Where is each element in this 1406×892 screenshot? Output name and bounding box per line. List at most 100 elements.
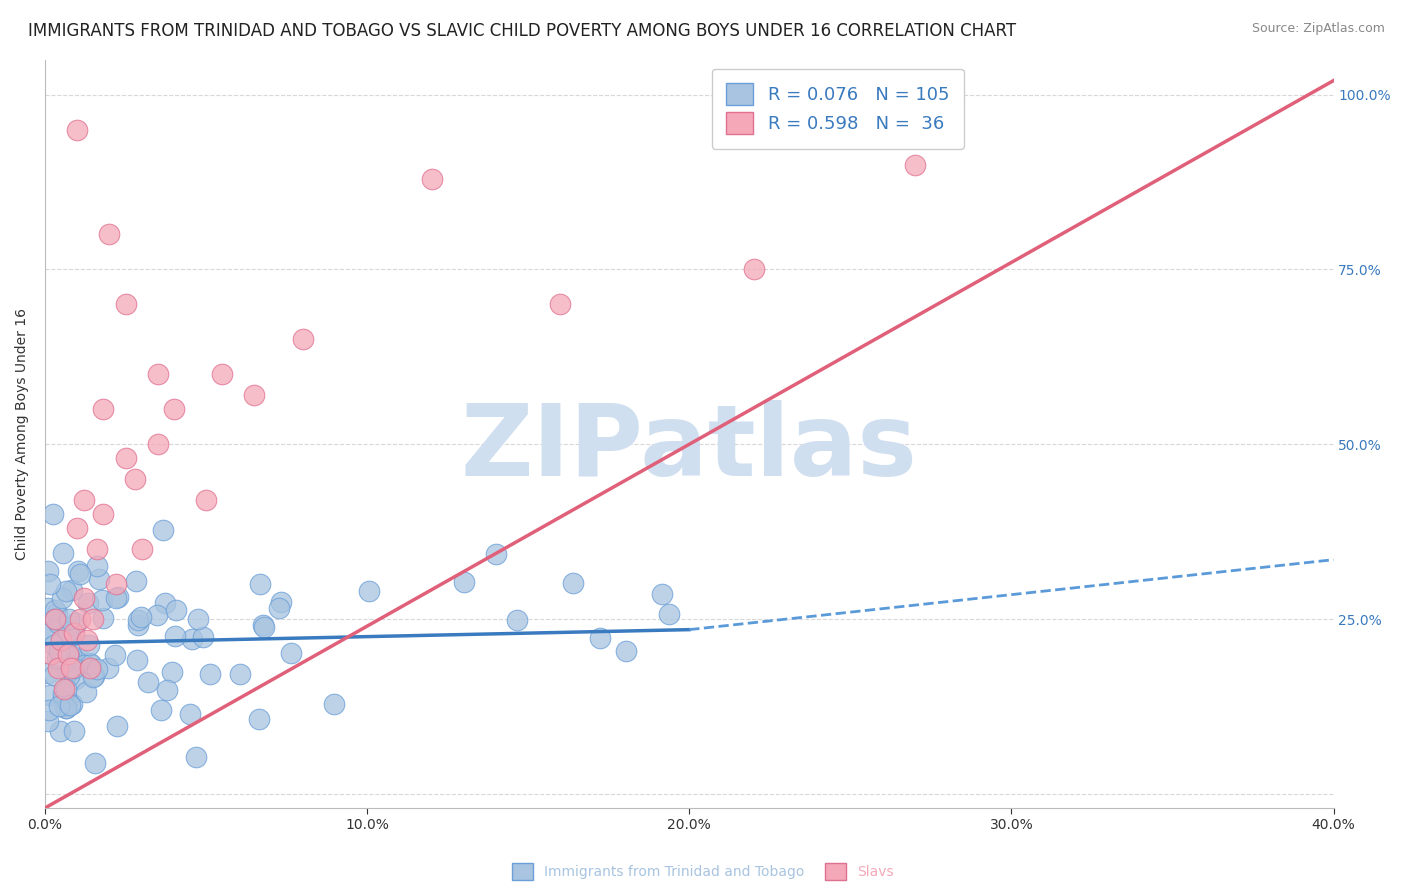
Point	[58, 665, 80, 679]
Point	[184, 750, 207, 764]
Point	[249, 577, 271, 591]
Point	[72, 493, 94, 508]
Point	[107, 590, 129, 604]
Point	[52, 546, 75, 560]
Point	[53, 682, 76, 697]
Point	[127, 618, 149, 632]
Point	[65, 615, 87, 630]
Point	[37, 665, 59, 680]
Point	[90, 593, 112, 607]
Point	[55, 682, 77, 697]
Point	[253, 620, 276, 634]
Point	[83, 668, 105, 682]
Point	[72, 591, 94, 606]
Point	[252, 617, 274, 632]
Point	[58, 624, 80, 639]
Legend: Immigrants from Trinidad and Tobago, Slavs: Immigrants from Trinidad and Tobago, Sla…	[506, 857, 900, 885]
Point	[37, 622, 59, 636]
Point	[243, 388, 266, 402]
Point	[589, 631, 612, 645]
Point	[181, 632, 204, 647]
Point	[58, 669, 80, 683]
Point	[52, 699, 75, 714]
Point	[66, 564, 89, 578]
Point	[160, 665, 183, 679]
Point	[69, 567, 91, 582]
Point	[69, 612, 91, 626]
Point	[49, 633, 72, 648]
Point	[42, 667, 65, 681]
Point	[38, 703, 60, 717]
Point	[506, 613, 529, 627]
Point	[211, 368, 233, 382]
Point	[98, 227, 121, 242]
Point	[614, 644, 637, 658]
Point	[114, 297, 136, 311]
Point	[76, 596, 98, 610]
Point	[58, 649, 80, 664]
Point	[39, 577, 62, 591]
Point	[86, 558, 108, 573]
Point	[44, 638, 66, 652]
Point	[44, 612, 66, 626]
Y-axis label: Child Poverty Among Boys Under 16: Child Poverty Among Boys Under 16	[15, 308, 30, 560]
Point	[44, 612, 66, 626]
Point	[163, 629, 186, 643]
Point	[125, 574, 148, 588]
Point	[59, 661, 82, 675]
Point	[37, 626, 59, 640]
Point	[131, 542, 153, 557]
Point	[193, 630, 215, 644]
Point	[73, 658, 96, 673]
Point	[75, 684, 97, 698]
Point	[146, 368, 169, 382]
Point	[155, 596, 177, 610]
Point	[62, 660, 84, 674]
Point	[59, 698, 82, 713]
Point	[55, 701, 77, 715]
Point	[80, 657, 103, 672]
Point	[484, 547, 506, 561]
Point	[146, 437, 169, 451]
Text: IMMIGRANTS FROM TRINIDAD AND TOBAGO VS SLAVIC CHILD POVERTY AMONG BOYS UNDER 16 : IMMIGRANTS FROM TRINIDAD AND TOBAGO VS S…	[28, 22, 1017, 40]
Point	[37, 714, 59, 728]
Point	[37, 564, 59, 578]
Point	[146, 608, 169, 623]
Point	[48, 644, 70, 658]
Legend: R = 0.076   N = 105, R = 0.598   N =  36: R = 0.076 N = 105, R = 0.598 N = 36	[711, 69, 963, 149]
Point	[91, 507, 114, 521]
Point	[127, 613, 149, 627]
Point	[60, 582, 83, 597]
Point	[131, 610, 153, 624]
Point	[658, 607, 681, 621]
Point	[46, 661, 69, 675]
Point	[58, 612, 80, 626]
Point	[83, 756, 105, 770]
Point	[55, 701, 77, 715]
Point	[60, 697, 83, 711]
Text: ZIPatlas: ZIPatlas	[461, 401, 918, 497]
Point	[291, 332, 314, 346]
Point	[97, 661, 120, 675]
Point	[46, 651, 69, 665]
Point	[138, 674, 160, 689]
Point	[550, 297, 572, 311]
Text: Source: ZipAtlas.com: Source: ZipAtlas.com	[1251, 22, 1385, 36]
Point	[104, 577, 127, 591]
Point	[86, 662, 108, 676]
Point	[124, 472, 146, 486]
Point	[79, 661, 101, 675]
Point	[48, 698, 70, 713]
Point	[651, 587, 673, 601]
Point	[562, 576, 585, 591]
Point	[37, 601, 59, 615]
Point	[87, 572, 110, 586]
Point	[280, 646, 302, 660]
Point	[82, 612, 104, 626]
Point	[179, 706, 201, 721]
Point	[56, 647, 79, 661]
Point	[63, 626, 86, 640]
Point	[91, 402, 114, 417]
Point	[46, 606, 69, 620]
Point	[904, 157, 927, 171]
